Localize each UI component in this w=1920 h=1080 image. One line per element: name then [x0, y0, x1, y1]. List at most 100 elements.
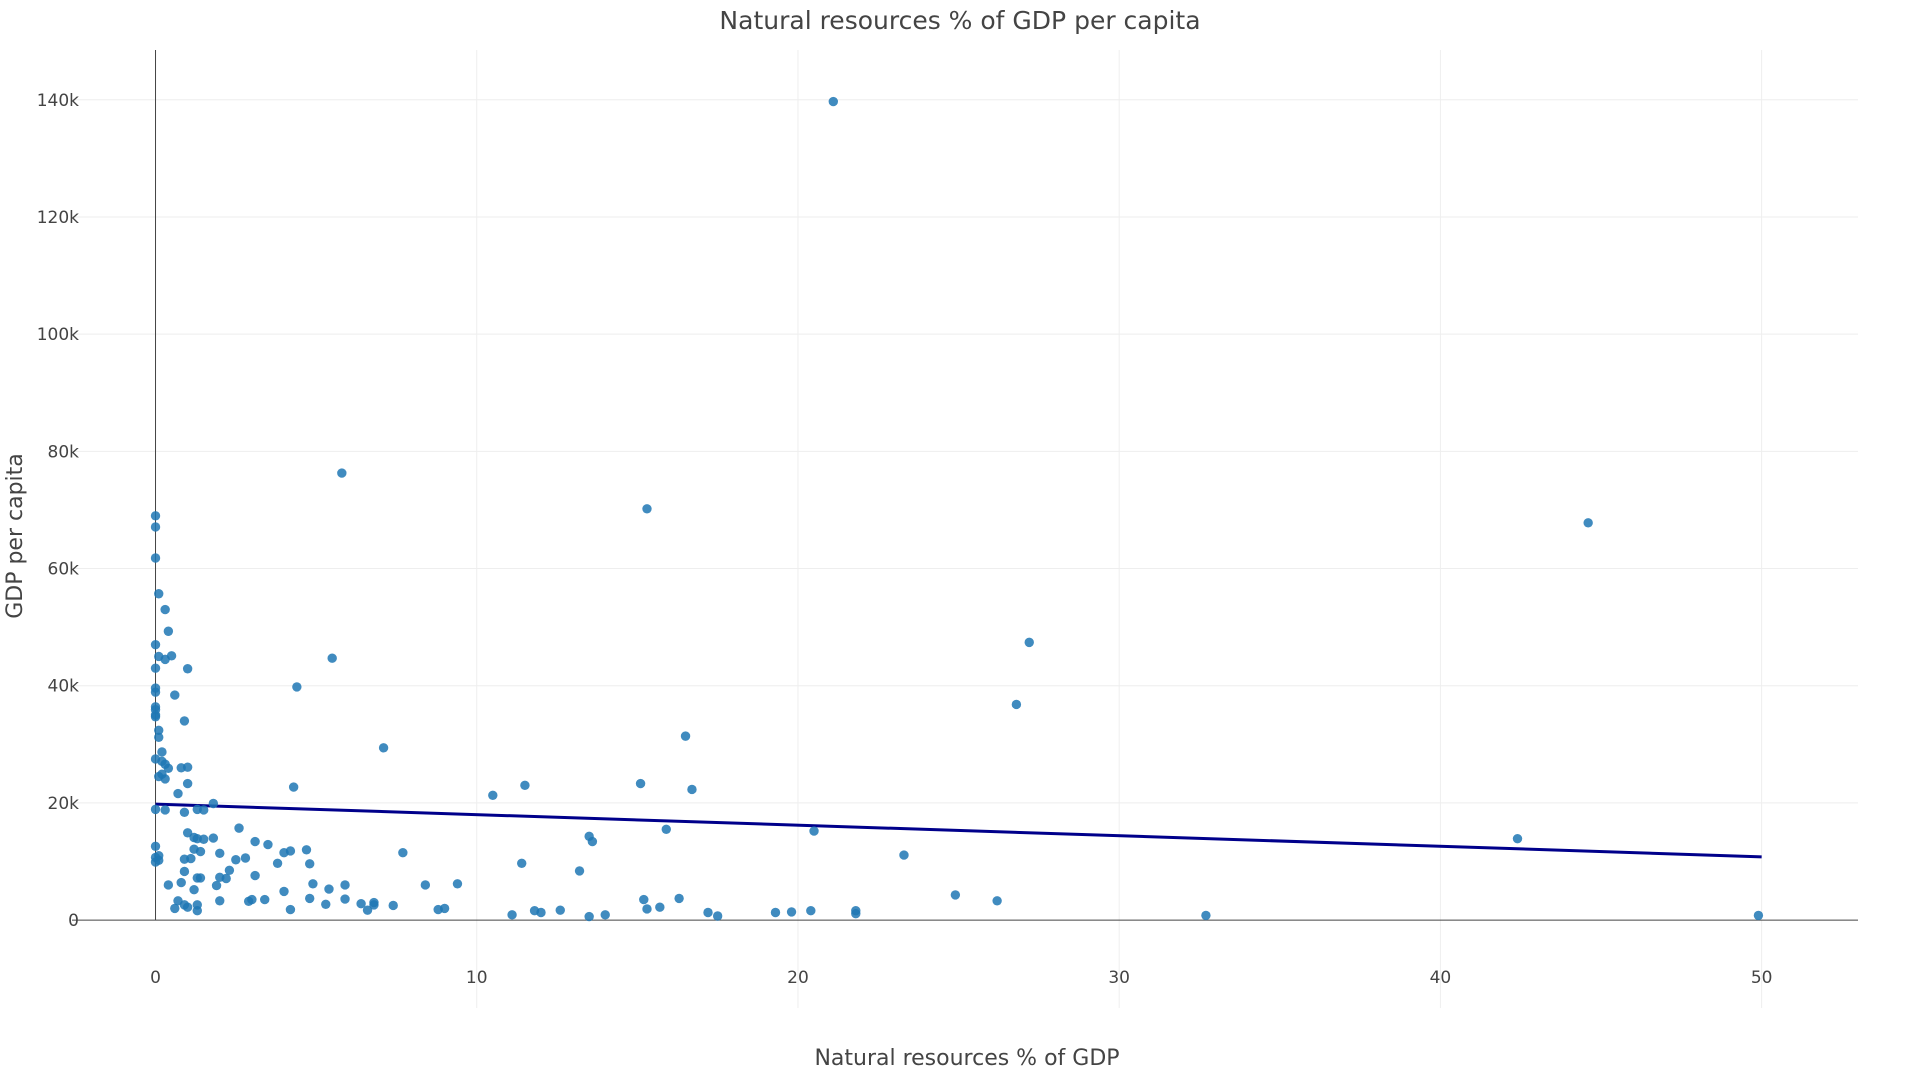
data-point[interactable] — [452, 879, 463, 889]
data-point[interactable] — [574, 866, 585, 876]
data-point[interactable] — [192, 900, 202, 910]
data-point[interactable] — [179, 807, 190, 817]
data-point[interactable] — [199, 805, 209, 815]
data-point[interactable] — [179, 866, 190, 877]
data-point[interactable] — [950, 890, 961, 900]
data-point[interactable] — [208, 833, 219, 843]
data-point[interactable] — [224, 865, 235, 876]
data-point[interactable] — [279, 886, 289, 897]
data-point[interactable] — [635, 778, 646, 789]
data-point[interactable] — [150, 804, 161, 815]
data-point[interactable] — [529, 906, 540, 916]
data-point[interactable] — [301, 845, 312, 855]
data-point[interactable] — [231, 855, 241, 865]
data-point[interactable] — [584, 911, 594, 922]
data-point[interactable] — [288, 782, 299, 792]
data-point[interactable] — [507, 910, 517, 920]
data-point[interactable] — [234, 823, 244, 833]
data-point[interactable] — [356, 899, 366, 909]
data-point[interactable] — [195, 873, 206, 883]
data-point[interactable] — [150, 857, 161, 867]
data-point[interactable] — [555, 905, 565, 915]
data-point[interactable] — [150, 640, 161, 650]
data-point[interactable] — [182, 902, 193, 912]
data-point[interactable] — [1512, 833, 1523, 844]
data-point[interactable] — [170, 690, 180, 700]
data-point[interactable] — [305, 893, 315, 904]
data-point[interactable] — [208, 798, 219, 809]
data-point[interactable] — [327, 653, 337, 663]
data-point[interactable] — [1011, 699, 1022, 710]
data-point[interactable] — [150, 687, 161, 697]
data-point[interactable] — [600, 910, 610, 920]
data-point[interactable] — [211, 880, 222, 891]
data-point[interactable] — [308, 879, 318, 889]
data-point[interactable] — [661, 824, 671, 834]
data-point[interactable] — [655, 902, 665, 912]
data-point[interactable] — [992, 896, 1002, 906]
data-point[interactable] — [163, 626, 174, 636]
data-point[interactable] — [263, 839, 273, 850]
data-point[interactable] — [324, 884, 334, 894]
data-point[interactable] — [160, 604, 170, 615]
data-point[interactable] — [215, 848, 225, 859]
data-point[interactable] — [321, 899, 331, 909]
data-point[interactable] — [642, 904, 652, 914]
data-point[interactable] — [160, 805, 170, 815]
data-point[interactable] — [279, 848, 289, 858]
data-point[interactable] — [260, 894, 270, 905]
data-point[interactable] — [189, 884, 199, 895]
data-point[interactable] — [163, 763, 174, 774]
data-point[interactable] — [163, 880, 174, 890]
data-point[interactable] — [809, 826, 819, 836]
data-point[interactable] — [337, 468, 347, 478]
data-point[interactable] — [587, 836, 598, 847]
data-point[interactable] — [176, 877, 186, 888]
data-point[interactable] — [398, 848, 408, 858]
data-point[interactable] — [250, 870, 260, 881]
data-point[interactable] — [215, 872, 225, 883]
data-point[interactable] — [182, 778, 193, 789]
data-point[interactable] — [150, 511, 161, 521]
data-point[interactable] — [170, 903, 180, 914]
data-point[interactable] — [388, 900, 398, 911]
data-point[interactable] — [674, 893, 684, 904]
data-point[interactable] — [1201, 910, 1211, 921]
data-point[interactable] — [703, 907, 713, 918]
data-point[interactable] — [806, 906, 816, 916]
data-point[interactable] — [173, 788, 183, 799]
data-point[interactable] — [285, 904, 296, 915]
data-point[interactable] — [340, 880, 350, 890]
data-point[interactable] — [182, 762, 193, 772]
data-point[interactable] — [828, 96, 838, 107]
data-point[interactable] — [305, 859, 315, 869]
data-point[interactable] — [247, 894, 257, 905]
data-point[interactable] — [520, 780, 530, 791]
data-point[interactable] — [899, 850, 909, 860]
data-point[interactable] — [642, 504, 652, 514]
data-point[interactable] — [215, 896, 225, 906]
data-point[interactable] — [639, 894, 649, 905]
data-point[interactable] — [712, 911, 723, 921]
data-point[interactable] — [340, 894, 350, 904]
data-point[interactable] — [488, 790, 498, 801]
data-point[interactable] — [1024, 637, 1034, 648]
data-point[interactable] — [851, 906, 861, 916]
data-point[interactable] — [1753, 910, 1764, 921]
data-point[interactable] — [770, 907, 781, 918]
data-point[interactable] — [182, 664, 193, 674]
data-point[interactable] — [150, 663, 161, 673]
data-point[interactable] — [687, 784, 697, 795]
data-point[interactable] — [150, 522, 161, 532]
data-point[interactable] — [433, 904, 443, 915]
data-point[interactable] — [179, 716, 190, 726]
data-point[interactable] — [1583, 518, 1593, 528]
data-point[interactable] — [250, 836, 260, 847]
data-point[interactable] — [517, 858, 527, 868]
data-point[interactable] — [154, 732, 164, 742]
data-point[interactable] — [378, 743, 389, 753]
data-point[interactable] — [173, 896, 183, 906]
data-point[interactable] — [195, 846, 206, 857]
data-point[interactable] — [240, 853, 251, 863]
data-point[interactable] — [150, 553, 161, 563]
